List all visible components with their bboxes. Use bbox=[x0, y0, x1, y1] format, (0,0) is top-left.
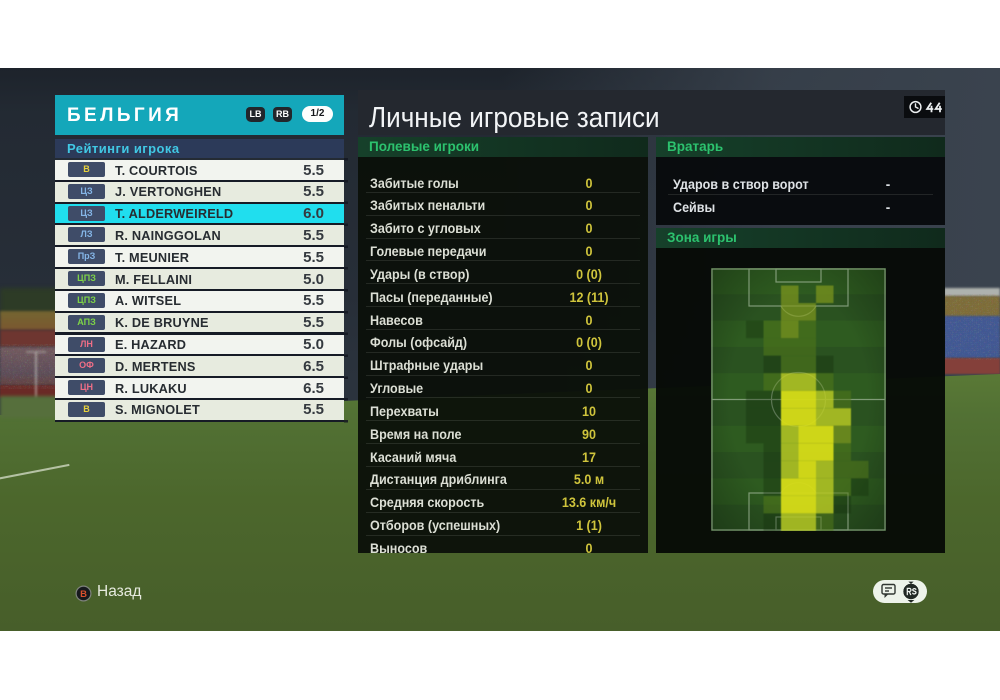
svg-text:B: B bbox=[80, 589, 87, 600]
